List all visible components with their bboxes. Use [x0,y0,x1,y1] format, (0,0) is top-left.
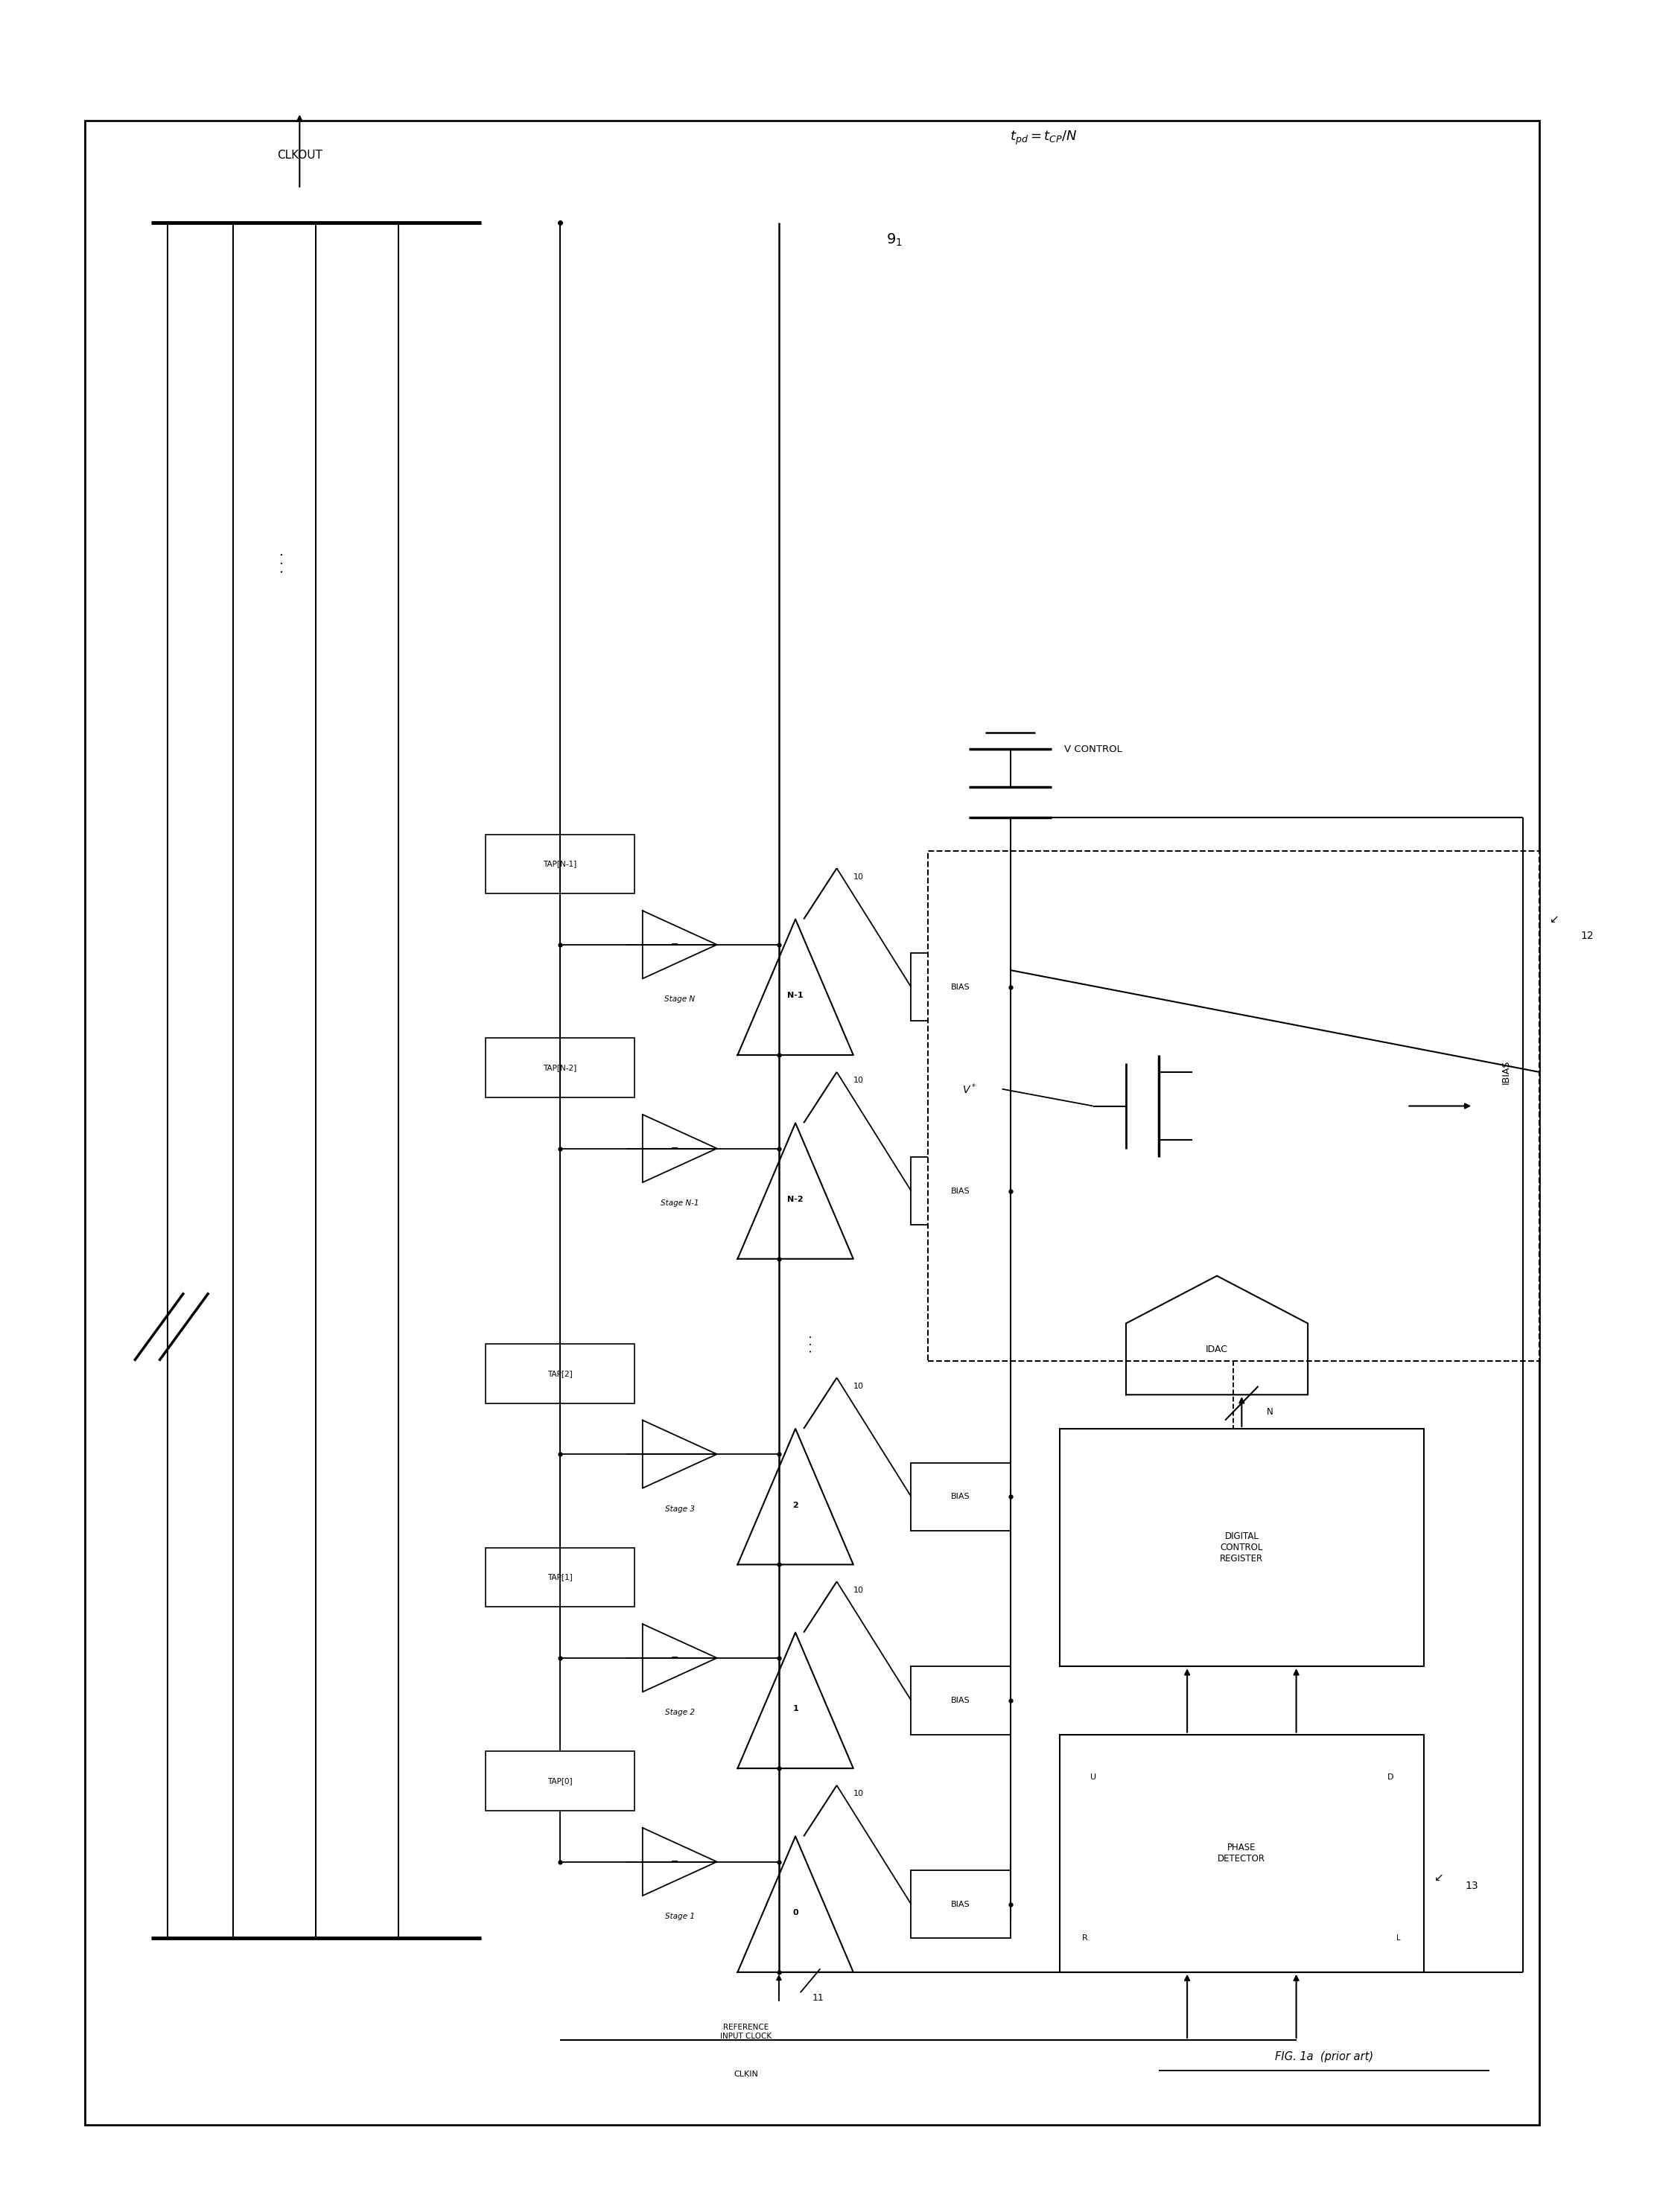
Bar [911,1871,1011,1938]
Text: N-2: N-2 [787,1197,804,1203]
Text: 9$_1$: 9$_1$ [886,232,903,248]
Text: Stage 1: Stage 1 [664,1913,694,1920]
Text: $V^*$: $V^*$ [963,1082,976,1095]
Text: V CONTROL: V CONTROL [1064,745,1122,754]
Bar [85,122,1539,2126]
Text: BIAS: BIAS [951,1900,971,1909]
Text: 10: 10 [853,1790,863,1798]
Text: $\swarrow$: $\swarrow$ [1548,914,1559,925]
Text: 10: 10 [853,874,863,880]
Text: 10: 10 [853,1077,863,1084]
Bar [911,1666,1011,1734]
Text: TAP[0]: TAP[0] [547,1778,572,1785]
Bar [486,1343,635,1402]
Text: BIAS: BIAS [951,1493,971,1500]
Text: · · ·: · · · [807,1334,817,1354]
Text: N-1: N-1 [787,991,804,1000]
Text: Stage N-1: Stage N-1 [661,1199,699,1208]
Text: REFERENCE
INPUT CLOCK: REFERENCE INPUT CLOCK [721,2024,772,2039]
Text: IBIAS: IBIAS [1501,1060,1511,1084]
Text: TAP[N-2]: TAP[N-2] [543,1064,577,1071]
Text: Stage 3: Stage 3 [664,1504,694,1513]
Bar [911,1157,1011,1225]
Text: −: − [671,1652,679,1663]
Text: Stage N: Stage N [664,995,694,1002]
Text: TAP[2]: TAP[2] [547,1369,572,1378]
Text: 1: 1 [792,1705,799,1712]
Text: 11: 11 [812,1993,824,2002]
Text: IDAC: IDAC [1206,1345,1228,1354]
Text: CLKOUT: CLKOUT [277,150,321,161]
Text: $t_{pd}=t_{CP}/N$: $t_{pd}=t_{CP}/N$ [1009,128,1077,146]
Text: 2: 2 [792,1502,799,1509]
Text: Stage 2: Stage 2 [664,1710,694,1717]
Text: 10: 10 [853,1586,863,1595]
Text: FIG. 1a  (prior art): FIG. 1a (prior art) [1276,2051,1374,2062]
Text: 12: 12 [1581,931,1594,942]
Text: PHASE
DETECTOR: PHASE DETECTOR [1218,1843,1266,1865]
Text: D: D [1387,1774,1394,1781]
Bar [1060,1429,1423,1666]
Text: −: − [671,1144,679,1152]
Bar [911,953,1011,1022]
Text: −: − [671,940,679,949]
Text: BIAS: BIAS [951,984,971,991]
Text: BIAS: BIAS [951,1188,971,1194]
Text: L: L [1397,1936,1400,1942]
Text: TAP[N-1]: TAP[N-1] [543,860,577,867]
Text: · · ·: · · · [277,551,290,573]
Text: U: U [1090,1774,1095,1781]
Text: CLKIN: CLKIN [734,2070,759,2077]
Bar [928,852,1539,1360]
Bar [486,834,635,894]
Text: −: − [671,1856,679,1867]
Bar [486,1037,635,1097]
Text: 0: 0 [792,1909,799,1916]
Bar [486,1548,635,1606]
Text: R: R [1082,1936,1087,1942]
Bar [486,1752,635,1812]
Text: −: − [671,1449,679,1460]
Bar [911,1462,1011,1531]
Text: $\swarrow$: $\swarrow$ [1432,1871,1443,1882]
Bar [1060,1734,1423,1973]
Text: 13: 13 [1465,1880,1478,1891]
Text: BIAS: BIAS [951,1697,971,1703]
Text: N: N [1266,1407,1273,1416]
Text: DIGITAL
CONTROL
REGISTER: DIGITAL CONTROL REGISTER [1220,1531,1263,1564]
Text: TAP[1]: TAP[1] [547,1573,572,1582]
Text: 10: 10 [853,1382,863,1389]
